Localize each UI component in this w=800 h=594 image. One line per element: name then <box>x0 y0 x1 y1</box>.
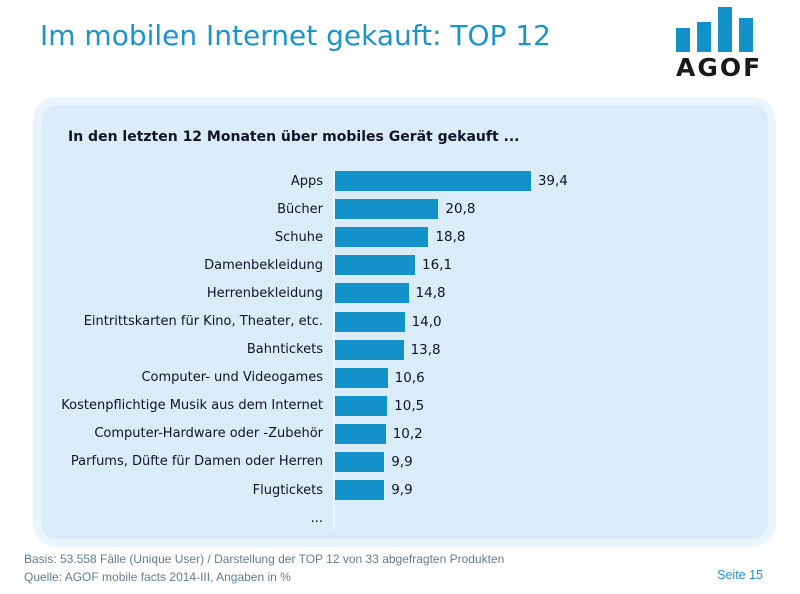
bar <box>335 255 416 276</box>
bar-row: Flugtickets 9,9 <box>41 476 768 504</box>
bar-value: 10,6 <box>394 369 425 386</box>
logo-bar-icon <box>739 18 753 52</box>
bar <box>335 395 388 416</box>
footer: Basis: 53.558 Fälle (Unique User) / Dars… <box>24 550 504 586</box>
bar-label: Computer- und Videogames <box>141 370 323 386</box>
chart-rows: Apps 39,4 Bücher 20,8 Schuhe 18,8 Damenbekleid… <box>41 167 768 532</box>
bar-row: Computer- und Videogames 10,6 <box>41 364 768 392</box>
bar-value: 10,5 <box>394 397 425 414</box>
bar-label: Apps <box>290 173 323 189</box>
bar-value: 14,8 <box>415 285 446 302</box>
chart-subtitle: In den letzten 12 Monaten über mobiles G… <box>68 129 520 145</box>
bar-label: Eintrittskarten für Kino, Theater, etc. <box>83 314 323 330</box>
logo-bar-icon <box>676 28 690 52</box>
bar-value: 13,8 <box>410 341 441 358</box>
bar-value: 10,2 <box>392 425 423 442</box>
bar-row: Bücher 20,8 <box>41 195 768 223</box>
bar-row: Schuhe 18,8 <box>41 223 768 251</box>
bar-row: Eintrittskarten für Kino, Theater, etc. 1… <box>41 307 768 335</box>
bar-row: Apps 39,4 <box>41 167 768 195</box>
logo-bar-icon <box>718 7 732 52</box>
bar-label: Kostenpflichtige Musik aus dem Internet <box>61 398 323 414</box>
bar-value: 20,8 <box>445 201 476 218</box>
logo-bars-icon <box>676 7 764 52</box>
axis-line <box>333 170 335 530</box>
bar-label: Herrenbekleidung <box>206 285 323 301</box>
bar-label: Parfums, Düfte für Damen oder Herren <box>70 454 323 470</box>
bar-row: Damenbekleidung 16,1 <box>41 251 768 279</box>
bar-label: Schuhe <box>274 229 323 245</box>
agof-logo: AGOF <box>676 7 764 81</box>
bar-label: ... <box>310 510 323 526</box>
bar <box>335 423 386 444</box>
bar-label: Bücher <box>277 201 323 217</box>
bar-row: Computer-Hardware oder -Zubehör 10,2 <box>41 420 768 448</box>
bar <box>335 311 405 332</box>
bar-value: 14,0 <box>411 313 442 330</box>
footer-quelle: Quelle: AGOF mobile facts 2014-III, Anga… <box>24 570 291 584</box>
bar-row: ... <box>41 504 768 532</box>
bar <box>335 199 439 220</box>
bar-chart: Apps 39,4 Bücher 20,8 Schuhe 18,8 Damenbekleid… <box>41 167 768 535</box>
logo-text: AGOF <box>676 53 763 82</box>
bar <box>335 227 429 248</box>
bar <box>335 283 409 304</box>
logo-bar-icon <box>697 22 711 52</box>
bar <box>335 480 385 501</box>
footer-basis: Basis: 53.558 Fälle (Unique User) / Dars… <box>24 552 505 566</box>
bar-value: 18,8 <box>435 229 466 246</box>
bar <box>335 171 531 192</box>
bar-value: 9,9 <box>391 453 413 470</box>
bar <box>335 339 404 360</box>
bar <box>335 451 385 472</box>
bar-label: Damenbekleidung <box>204 257 323 273</box>
bar <box>335 367 388 388</box>
bar-row: Herrenbekleidung 14,8 <box>41 279 768 307</box>
bar-row: Bahntickets 13,8 <box>41 336 768 364</box>
page-number: Seite 15 <box>717 568 763 582</box>
bar-value: 39,4 <box>537 173 568 190</box>
chart-panel: In den letzten 12 Monaten über mobiles G… <box>33 97 776 547</box>
bar-row: Kostenpflichtige Musik aus dem Internet 1… <box>41 392 768 420</box>
bar-value: 16,1 <box>422 257 453 274</box>
bar-label: Bahntickets <box>246 342 323 358</box>
bar-label: Computer-Hardware oder -Zubehör <box>94 426 323 442</box>
bar-value: 9,9 <box>391 482 413 499</box>
bar-label: Flugtickets <box>252 482 323 498</box>
page-title: Im mobilen Internet gekauft: TOP 12 <box>40 19 551 52</box>
bar-row: Parfums, Düfte für Damen oder Herren 9,9 <box>41 448 768 476</box>
